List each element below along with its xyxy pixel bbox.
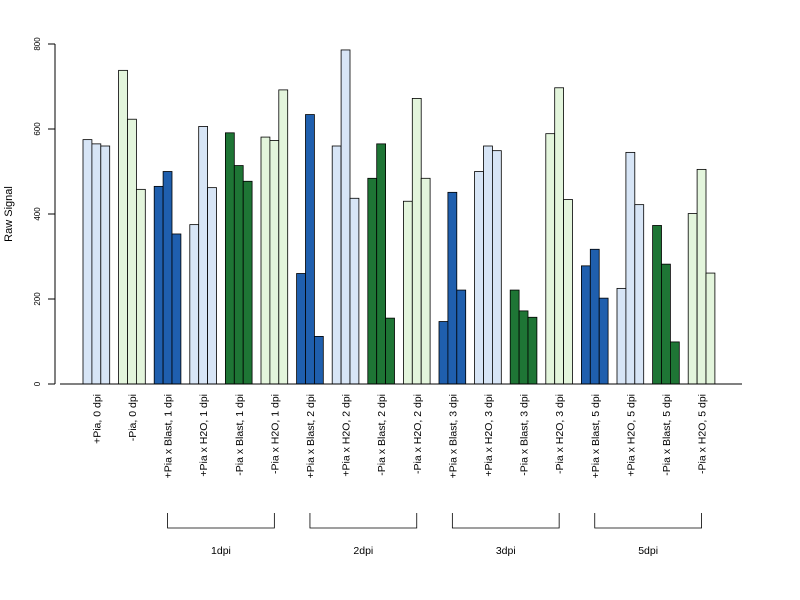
bar-8-rep-3: [349, 197, 360, 385]
category-label: -Pia x Blast, 3 dpi: [519, 394, 531, 476]
bar-6-rep-2: [269, 140, 280, 385]
group-bracket: [594, 513, 702, 529]
y-tick-label: 0: [33, 381, 42, 386]
bar-13-rep-2: [518, 310, 529, 385]
bar-13-rep-1: [509, 289, 520, 385]
bar-7-rep-1: [296, 273, 306, 385]
category-label: -Pia x Blast, 2 dpi: [376, 394, 388, 476]
group-label: 3dpi: [496, 545, 516, 557]
y-tick-label: 600: [33, 122, 42, 136]
bar-3-rep-3: [171, 233, 182, 385]
group-label: 5dpi: [638, 545, 658, 557]
bar-4-rep-3: [207, 187, 217, 385]
bar-14-rep-1: [545, 133, 556, 385]
group-bracket: [167, 513, 275, 529]
group-label: 2dpi: [353, 545, 373, 557]
bar-5-rep-2: [233, 165, 244, 385]
bar-6-rep-3: [278, 89, 289, 385]
bar-16-rep-2: [625, 151, 636, 385]
category-label: -Pia x H2O, 1 dpi: [269, 394, 281, 474]
bar-1-rep-2: [91, 143, 102, 385]
category-label: -Pia x Blast, 1 dpi: [234, 394, 246, 476]
bar-11-rep-2: [447, 191, 458, 385]
bar-10-rep-2: [411, 98, 422, 385]
category-label: -Pia, 0 dpi: [127, 394, 139, 441]
bar-9-rep-1: [367, 177, 378, 385]
category-label: -Pia x Blast, 5 dpi: [661, 394, 673, 476]
bar-18-rep-2: [696, 168, 707, 385]
bar-5-rep-1: [224, 132, 235, 385]
y-axis-title: Raw Signal: [3, 186, 15, 242]
bars-layer: [82, 49, 716, 385]
bar-9-rep-3: [385, 317, 395, 385]
bar-1-rep-3: [100, 145, 111, 385]
bar-7-rep-2: [305, 114, 315, 385]
bar-15-rep-3: [598, 297, 609, 385]
bar-12-rep-3: [491, 150, 502, 385]
bar-3-rep-2: [162, 171, 173, 385]
category-label: -Pia x H2O, 5 dpi: [697, 394, 709, 474]
bar-12-rep-1: [474, 171, 484, 385]
bar-16-rep-1: [616, 287, 627, 385]
y-tick-label: 400: [33, 207, 42, 221]
bar-15-rep-1: [581, 265, 591, 385]
bar-17-rep-1: [652, 225, 662, 385]
category-label: +Pia x Blast, 2 dpi: [305, 394, 317, 478]
category-label: +Pia x H2O, 5 dpi: [625, 394, 637, 477]
category-label: +Pia x Blast, 5 dpi: [590, 394, 602, 478]
bar-18-rep-1: [687, 213, 698, 385]
category-label: +Pia x H2O, 3 dpi: [483, 394, 495, 477]
y-axis: 0 200 400 600 800: [33, 37, 56, 386]
bar-10-rep-3: [420, 177, 431, 385]
bar-2-rep-3: [135, 188, 146, 385]
bar-14-rep-2: [554, 87, 565, 385]
group-brackets: 1dpi 2dpi 3dpi 5dpi: [167, 513, 702, 557]
bar-17-rep-3: [670, 341, 680, 385]
bar-5-rep-3: [242, 180, 253, 385]
bar-15-rep-2: [589, 248, 600, 385]
bar-14-rep-3: [563, 199, 573, 385]
bar-13-rep-3: [527, 316, 538, 385]
bar-11-rep-3: [456, 289, 467, 385]
bar-4-rep-1: [189, 224, 200, 385]
y-tick-label: 200: [33, 292, 42, 306]
group-bracket: [451, 513, 560, 529]
bar-7-rep-3: [313, 335, 324, 385]
category-label: -Pia x H2O, 2 dpi: [412, 394, 424, 474]
group-bracket: [309, 513, 418, 529]
bar-9-rep-2: [376, 143, 387, 385]
bar-17-rep-2: [661, 263, 671, 385]
bar-12-rep-2: [483, 145, 493, 385]
bar-3-rep-1: [153, 185, 164, 385]
category-label: +Pia, 0 dpi: [91, 394, 103, 444]
bar-1-rep-1: [82, 139, 93, 385]
bar-16-rep-3: [634, 204, 645, 385]
category-label: -Pia x H2O, 3 dpi: [554, 394, 566, 474]
bar-2-rep-1: [118, 69, 128, 385]
category-label: +Pia x Blast, 1 dpi: [163, 394, 175, 478]
bar-8-rep-1: [331, 145, 342, 385]
bar-10-rep-1: [402, 200, 413, 385]
group-label: 1dpi: [211, 545, 231, 557]
bar-8-rep-2: [340, 49, 351, 385]
y-tick-label: 800: [33, 37, 42, 51]
bar-6-rep-1: [260, 136, 271, 385]
category-label: +Pia x H2O, 2 dpi: [341, 394, 353, 477]
category-labels: +Pia, 0 dpi -Pia, 0 dpi +Pia x Blast, 1 dp…: [91, 394, 708, 478]
category-label: +Pia x Blast, 3 dpi: [447, 394, 459, 478]
category-label: +Pia x H2O, 1 dpi: [198, 394, 210, 477]
bar-18-rep-3: [705, 272, 716, 385]
bar-2-rep-2: [127, 118, 137, 385]
bar-4-rep-2: [198, 126, 208, 385]
bar-11-rep-1: [438, 321, 449, 385]
